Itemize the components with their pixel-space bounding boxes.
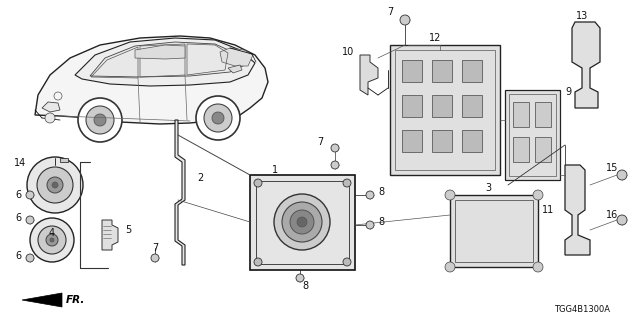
Text: 8: 8 bbox=[378, 217, 384, 227]
Bar bbox=[462, 130, 482, 152]
Circle shape bbox=[94, 114, 106, 126]
Bar bbox=[450, 195, 538, 267]
Bar bbox=[390, 45, 500, 175]
Circle shape bbox=[196, 96, 240, 140]
Circle shape bbox=[343, 179, 351, 187]
Circle shape bbox=[533, 262, 543, 272]
Text: 6: 6 bbox=[15, 213, 21, 223]
Bar bbox=[402, 95, 422, 117]
Text: 6: 6 bbox=[15, 251, 21, 261]
Circle shape bbox=[27, 157, 83, 213]
Text: 3: 3 bbox=[485, 183, 491, 193]
Circle shape bbox=[50, 238, 54, 242]
Text: 14: 14 bbox=[14, 158, 26, 168]
Text: 7: 7 bbox=[317, 137, 323, 147]
Bar bbox=[505, 90, 560, 180]
Circle shape bbox=[45, 113, 55, 123]
Polygon shape bbox=[565, 165, 590, 255]
Text: 7: 7 bbox=[152, 243, 158, 253]
Circle shape bbox=[282, 202, 322, 242]
Polygon shape bbox=[175, 120, 185, 265]
Circle shape bbox=[366, 221, 374, 229]
Circle shape bbox=[47, 177, 63, 193]
Circle shape bbox=[204, 104, 232, 132]
Circle shape bbox=[445, 190, 455, 200]
Circle shape bbox=[617, 215, 627, 225]
Text: 6: 6 bbox=[15, 190, 21, 200]
Bar bbox=[509, 94, 556, 176]
Bar bbox=[535, 137, 551, 162]
Circle shape bbox=[212, 112, 224, 124]
Polygon shape bbox=[360, 55, 378, 95]
Text: 2: 2 bbox=[197, 173, 203, 183]
Circle shape bbox=[86, 106, 114, 134]
Circle shape bbox=[26, 254, 34, 262]
Text: 9: 9 bbox=[565, 87, 571, 97]
Polygon shape bbox=[102, 220, 118, 250]
Polygon shape bbox=[22, 293, 62, 307]
Circle shape bbox=[37, 167, 73, 203]
Polygon shape bbox=[572, 22, 600, 108]
Circle shape bbox=[52, 182, 58, 188]
Text: 10: 10 bbox=[342, 47, 354, 57]
Circle shape bbox=[254, 179, 262, 187]
Bar bbox=[462, 95, 482, 117]
Text: 12: 12 bbox=[429, 33, 441, 43]
Circle shape bbox=[331, 144, 339, 152]
Bar bbox=[535, 102, 551, 127]
Circle shape bbox=[30, 218, 74, 262]
Circle shape bbox=[617, 170, 627, 180]
Bar bbox=[513, 137, 529, 162]
Text: 16: 16 bbox=[606, 210, 618, 220]
Text: FR.: FR. bbox=[66, 295, 85, 305]
Text: 15: 15 bbox=[606, 163, 618, 173]
Circle shape bbox=[296, 274, 304, 282]
Bar bbox=[432, 60, 452, 82]
Circle shape bbox=[297, 217, 307, 227]
Text: 5: 5 bbox=[125, 225, 131, 235]
Circle shape bbox=[400, 15, 410, 25]
Circle shape bbox=[38, 226, 66, 254]
Bar bbox=[455, 200, 533, 262]
Polygon shape bbox=[90, 42, 245, 77]
Text: 8: 8 bbox=[302, 281, 308, 291]
Circle shape bbox=[26, 191, 34, 199]
Text: 1: 1 bbox=[272, 165, 278, 175]
Bar bbox=[513, 102, 529, 127]
Circle shape bbox=[78, 98, 122, 142]
Bar bbox=[432, 130, 452, 152]
Circle shape bbox=[366, 191, 374, 199]
Bar bbox=[462, 60, 482, 82]
Circle shape bbox=[533, 190, 543, 200]
Bar bbox=[250, 175, 355, 270]
Text: 8: 8 bbox=[378, 187, 384, 197]
Circle shape bbox=[343, 258, 351, 266]
Text: 13: 13 bbox=[576, 11, 588, 21]
Text: 7: 7 bbox=[387, 7, 393, 17]
Circle shape bbox=[290, 210, 314, 234]
Text: 4: 4 bbox=[49, 228, 55, 238]
Bar bbox=[402, 60, 422, 82]
Circle shape bbox=[445, 262, 455, 272]
Text: 11: 11 bbox=[542, 205, 554, 215]
Circle shape bbox=[254, 258, 262, 266]
Polygon shape bbox=[35, 36, 268, 124]
Bar bbox=[432, 95, 452, 117]
Polygon shape bbox=[135, 45, 185, 59]
Circle shape bbox=[26, 216, 34, 224]
Text: TGG4B1300A: TGG4B1300A bbox=[554, 305, 610, 314]
Circle shape bbox=[274, 194, 330, 250]
Polygon shape bbox=[220, 48, 253, 66]
Circle shape bbox=[331, 161, 339, 169]
Circle shape bbox=[46, 234, 58, 246]
Circle shape bbox=[151, 254, 159, 262]
Bar bbox=[256, 181, 349, 264]
Bar bbox=[395, 50, 495, 170]
Polygon shape bbox=[75, 38, 255, 86]
Polygon shape bbox=[42, 102, 60, 112]
Polygon shape bbox=[60, 158, 68, 162]
Bar bbox=[402, 130, 422, 152]
Polygon shape bbox=[228, 65, 242, 73]
